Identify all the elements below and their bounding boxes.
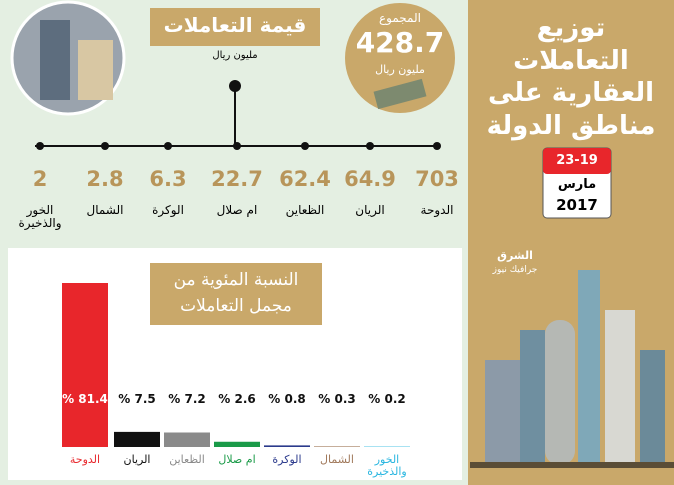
category-label: الريان	[123, 453, 151, 466]
category-label: الوكرة	[272, 453, 302, 466]
value-label: % 2.6	[218, 392, 256, 406]
bar	[214, 441, 260, 447]
category-label: ام صلال	[218, 453, 256, 466]
section-unit: مليون ريال	[212, 50, 258, 61]
skyline	[470, 270, 674, 468]
category-label: الدوحة	[69, 453, 101, 466]
timeline-dot	[301, 142, 309, 150]
bar	[114, 431, 160, 447]
region: الخور والذخيرة	[18, 203, 62, 231]
timeline-dot	[433, 142, 441, 150]
timeline-dot	[233, 142, 241, 150]
value-label: % 81.4	[62, 392, 108, 406]
bar	[164, 432, 210, 447]
value-label: % 0.3	[318, 392, 356, 406]
calendar-top	[543, 148, 611, 174]
photo-building	[40, 20, 70, 100]
month: مارس	[557, 177, 597, 192]
total-unit: مليون ريال	[375, 63, 425, 76]
timeline-dot	[366, 142, 374, 150]
amount: 62.4	[279, 167, 331, 191]
title: توزيع التعاملات العقارية على مناطق الدول…	[486, 13, 656, 141]
logo-bottom: جرافيك نيوز	[492, 265, 538, 275]
region: الريان	[355, 203, 385, 217]
category-label: الشمال	[320, 453, 354, 466]
region: الدوحة	[420, 203, 454, 217]
category-label: الخور والذخيرة	[367, 453, 407, 479]
amount: 2.8	[86, 167, 124, 191]
photo-building	[78, 40, 113, 100]
value-label: % 7.2	[168, 392, 206, 406]
timeline-dot	[164, 142, 172, 150]
total-label: المجموع	[379, 11, 421, 25]
logo-top: الشرق	[497, 249, 533, 262]
amount: 22.7	[211, 167, 263, 191]
region: الوكرة	[152, 203, 184, 217]
amount: 2	[32, 167, 48, 191]
total-circle	[345, 3, 455, 113]
value-label: % 7.5	[118, 392, 156, 406]
section-title: قيمة التعاملات	[163, 13, 307, 37]
money-icon	[373, 78, 427, 110]
chart-title: النسبة المئوية من مجمل التعاملات	[173, 270, 299, 316]
title-box	[150, 8, 320, 46]
amount: 6.3	[149, 167, 187, 191]
value-label: % 0.2	[368, 392, 406, 406]
region: الظعاين	[285, 203, 325, 217]
bar	[314, 446, 360, 447]
bar	[264, 445, 310, 447]
date-range: 23-19	[556, 153, 598, 168]
total-value: 428.7	[355, 26, 445, 59]
timeline-dot	[36, 142, 44, 150]
category-label: الظعاين	[169, 453, 205, 466]
chart-title-box	[150, 263, 322, 325]
amount: 64.9	[344, 167, 396, 191]
region: الشمال	[86, 203, 124, 217]
year: 2017	[556, 196, 598, 214]
timeline-dot	[101, 142, 109, 150]
value-label: % 0.8	[268, 392, 306, 406]
region: ام صلال	[216, 203, 258, 217]
bar	[62, 283, 108, 447]
amount: 703	[415, 167, 459, 191]
